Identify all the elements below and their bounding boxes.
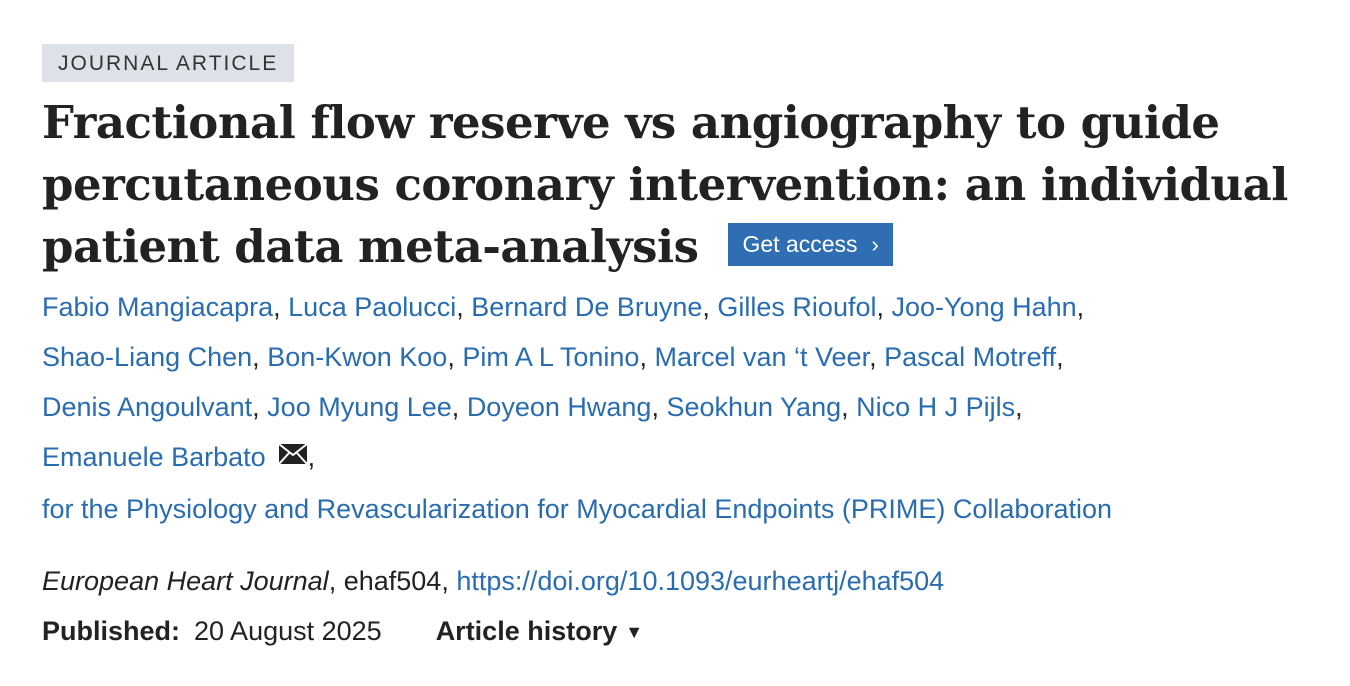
author-link[interactable]: Doyeon Hwang [466,392,652,422]
author-link[interactable]: Pim A L Tonino [462,342,640,372]
publication-info: Published: 20 August 2025 Article history ▼ [42,606,1332,659]
article-title-text: Fractional flow reserve vs angiography t… [42,96,1288,273]
author-link[interactable]: Shao-Liang Chen [42,342,253,372]
author-link[interactable]: Marcel van ‘t Veer [654,342,870,372]
caret-down-icon: ▼ [625,621,644,642]
chevron-right-icon: › [871,232,879,257]
author-link[interactable]: Joo-Yong Hahn [891,292,1077,322]
article-title: Fractional flow reserve vs angiography t… [42,92,1332,278]
published-label: Published: [42,615,181,646]
article-type-badge: JOURNAL ARTICLE [42,44,295,82]
author-link[interactable]: Seokhun Yang [666,392,842,422]
author-link[interactable]: Fabio Mangiacapra [42,292,274,322]
author-link[interactable]: Pascal Motreff [884,342,1057,372]
article-id: ehaf504 [343,565,442,596]
published-date: 20 August 2025 [194,615,382,646]
collaboration-link[interactable]: for the Physiology and Revascularization… [42,493,1113,524]
author-list: Fabio Mangiacapra, Luca Paolucci, Bernar… [42,282,1332,534]
citation-line: European Heart Journal, ehaf504, https:/… [42,565,945,596]
author-link[interactable]: Bon-Kwon Koo [267,342,448,372]
journal-name: European Heart Journal [42,565,329,596]
author-link[interactable]: Nico H J Pijls [856,392,1016,422]
author-link-corresponding[interactable]: Emanuele Barbato [42,442,266,472]
author-link[interactable]: Gilles Rioufol [717,292,877,322]
article-header: JOURNAL ARTICLE Fractional flow reserve … [42,44,1332,659]
author-link[interactable]: Joo Myung Lee [267,392,452,422]
article-history-label: Article history [435,615,618,646]
get-access-button[interactable]: Get access › [728,223,893,266]
author-link[interactable]: Luca Paolucci [288,292,457,322]
author-link[interactable]: Bernard De Bruyne [471,292,703,322]
get-access-label: Get access [742,231,858,257]
article-history-toggle[interactable]: Article history ▼ [436,616,643,646]
doi-link[interactable]: https://doi.org/10.1093/eurheartj/ehaf50… [456,565,945,596]
envelope-icon[interactable] [277,431,308,481]
author-link[interactable]: Denis Angoulvant [42,392,253,422]
